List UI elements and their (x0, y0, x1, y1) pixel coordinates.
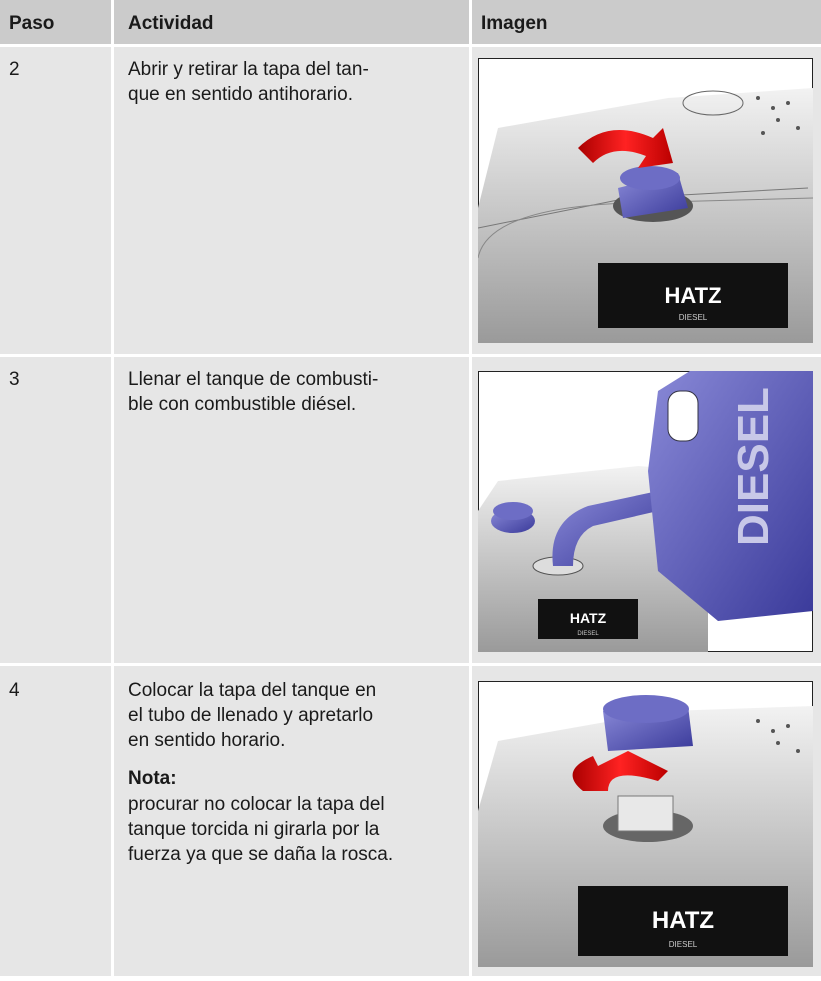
step-number: 3 (9, 369, 20, 390)
note-text: tanque torcida ni girarla por la (128, 819, 380, 840)
activity-text: Abrir y retirar la tapa del tan- (128, 59, 369, 80)
step-number: 4 (9, 680, 20, 701)
illustration: DIESEL HATZ DIESEL (478, 371, 813, 652)
image-label: HATZ (570, 610, 607, 626)
activity-text: ble con combustible diésel. (128, 394, 356, 415)
header-cell (0, 0, 111, 44)
header-text: Imagen (481, 13, 548, 34)
illustration: HATZ DIESEL (478, 681, 813, 967)
note-text: fuerza ya que se daña la rosca. (128, 844, 393, 865)
header-cell (472, 0, 821, 44)
image-label: HATZ (652, 907, 714, 934)
image-label: HATZ (664, 283, 721, 308)
header-cell (114, 0, 469, 44)
activity-text: Colocar la tapa del tanque en (128, 680, 376, 701)
illustration: HATZ DIESEL (478, 58, 813, 343)
image-label: DIESEL (669, 940, 698, 949)
step-number: 2 (9, 59, 20, 80)
header-text: Actividad (128, 13, 214, 34)
activity-text: Llenar el tanque de combusti- (128, 369, 378, 390)
activity-text: en sentido horario. (128, 730, 285, 751)
header-text: Paso (9, 13, 54, 34)
activity-text: el tubo de llenado y apretarlo (128, 705, 373, 726)
image-label: DIESEL (729, 387, 778, 546)
activity-text: que en sentido antihorario. (128, 84, 353, 105)
note-text: procurar no colocar la tapa del (128, 794, 385, 815)
note-title: Nota: (128, 768, 177, 789)
image-label: DIESEL (679, 313, 708, 322)
image-label: DIESEL (577, 631, 599, 637)
